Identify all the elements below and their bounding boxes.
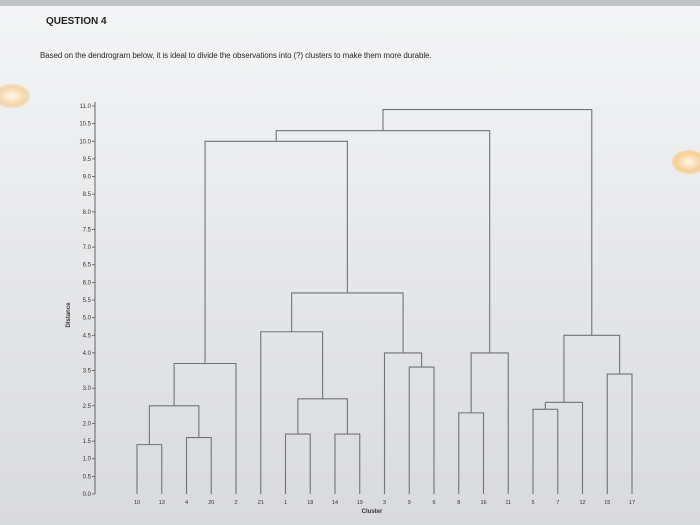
y-tick-label: 4.0 — [83, 351, 92, 357]
dendrogram-link — [260, 331, 324, 494]
leaf-label: 19 — [357, 500, 363, 506]
leaf-label: 17 — [629, 500, 635, 506]
leaf-label: 1 — [284, 500, 287, 506]
y-tick-label: 4.5 — [83, 333, 92, 339]
top-divider — [0, 0, 700, 6]
y-tick-label: 10.5 — [79, 122, 91, 128]
question-text: Based on the dendrogram below, it is ide… — [40, 51, 432, 60]
dendrogram-link — [148, 405, 200, 445]
dendrogram-link — [275, 130, 491, 353]
y-tick-label: 1.0 — [83, 457, 92, 463]
dendrogram-link — [334, 433, 361, 494]
y-tick-label: 6.5 — [83, 263, 92, 269]
dendrogram-link — [297, 398, 348, 435]
y-tick-label: 3.0 — [83, 386, 92, 392]
leaf-label: 10 — [134, 500, 140, 506]
dendrogram-link — [532, 408, 559, 494]
y-axis-title: Distance — [66, 302, 72, 328]
dendrogram-link — [563, 334, 621, 403]
y-tick-label: 2.5 — [83, 404, 92, 410]
y-tick-label: 1.5 — [83, 439, 92, 445]
dendrogram-link — [606, 373, 633, 494]
y-tick-label: 5.0 — [83, 316, 92, 322]
dendrogram-link — [136, 444, 163, 494]
screen-glare — [672, 150, 700, 174]
y-tick-label: 9.5 — [83, 157, 92, 163]
dendrogram-link — [383, 352, 423, 494]
leaf-label: 5 — [531, 500, 534, 506]
leaf-label: 7 — [556, 500, 559, 506]
y-tick-label: 5.5 — [83, 298, 92, 304]
dendrogram-link — [173, 362, 237, 494]
dendrogram-link — [185, 437, 212, 494]
leaf-label: 6 — [432, 500, 435, 506]
y-tick-label: 2.0 — [83, 421, 92, 427]
leaf-label: 13 — [159, 500, 165, 506]
y-tick-label: 0.5 — [83, 474, 92, 480]
leaf-label: 16 — [480, 500, 486, 506]
y-tick-label: 8.5 — [83, 192, 92, 198]
leaf-label: 8 — [457, 500, 460, 506]
question-title: QUESTION 4 — [46, 16, 107, 27]
y-tick-label: 6.0 — [83, 280, 92, 286]
leaf-label: 3 — [383, 500, 386, 506]
leaf-label: 15 — [604, 500, 610, 506]
dendrogram-link — [204, 140, 348, 364]
dendrogram-link — [382, 108, 593, 336]
dendrogram-link — [291, 292, 404, 353]
dendrogram-link — [458, 412, 485, 494]
y-tick-label: 9.0 — [83, 175, 92, 181]
leaf-label: 20 — [208, 500, 214, 506]
leaf-label: 21 — [258, 500, 264, 506]
y-tick-label: 10.0 — [79, 139, 91, 145]
y-tick-label: 3.5 — [83, 369, 92, 375]
dendrogram-link — [284, 433, 311, 494]
dendrogram-link — [544, 401, 584, 494]
leaf-labels: 10 13 4 20 2 21 1 18 14 19 3 9 6 8 16 11 5 7 12 15 17 — [134, 500, 635, 506]
leaf-label: 2 — [234, 500, 237, 506]
x-axis-title: Cluster — [362, 509, 383, 515]
leaf-label: 11 — [505, 500, 511, 506]
y-tick-label: 7.0 — [83, 245, 92, 251]
dendrogram-link — [470, 352, 509, 494]
y-tick-label: 8.0 — [83, 210, 92, 216]
dendrogram-links — [136, 108, 633, 494]
leaf-label: 4 — [185, 500, 188, 506]
leaf-label: 14 — [332, 500, 338, 506]
leaf-label: 12 — [579, 500, 585, 506]
dendrogram-link — [408, 366, 435, 494]
leaf-label: 18 — [307, 500, 313, 506]
leaf-label: 9 — [408, 500, 411, 506]
y-axis: 0.0 0.5 1.0 1.5 2.0 2.5 3.0 3.5 4.0 4.5 5.0 5.5 6.0 6… — [79, 102, 96, 498]
y-tick-label: 11.0 — [80, 104, 92, 110]
y-tick-label: 7.5 — [83, 227, 92, 233]
screen-glare — [0, 84, 30, 108]
y-tick-label: 0.0 — [83, 492, 92, 498]
